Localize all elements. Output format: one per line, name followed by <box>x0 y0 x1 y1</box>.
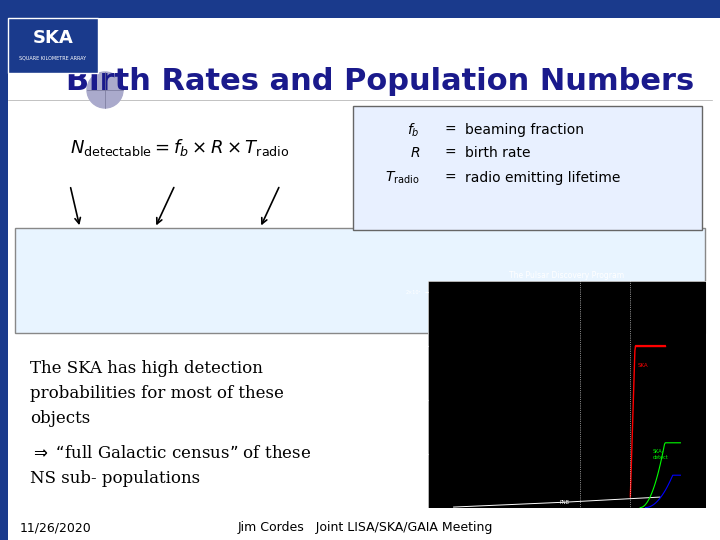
Text: SKA: SKA <box>637 363 648 368</box>
Text: $T_{\mathrm{radio}}$: $T_{\mathrm{radio}}$ <box>385 170 420 186</box>
Text: SQUARE KILOMETRE ARRAY: SQUARE KILOMETRE ARRAY <box>19 56 86 60</box>
Title: The Pulsar Discovery Program: The Pulsar Discovery Program <box>510 271 624 280</box>
Text: radio emitting lifetime: radio emitting lifetime <box>465 171 621 185</box>
Text: birth rate: birth rate <box>465 146 531 160</box>
Text: =: = <box>444 146 456 160</box>
Bar <box>0 18 8 540</box>
Text: 11/26/2020: 11/26/2020 <box>20 522 91 535</box>
Text: PNB: PNB <box>559 501 570 505</box>
Text: beaming fraction: beaming fraction <box>465 123 584 137</box>
Bar <box>8 18 98 73</box>
Text: $\Rightarrow$ “full Galactic census” of these
NS sub- populations: $\Rightarrow$ “full Galactic census” of … <box>30 445 311 487</box>
Text: SKA-
detect: SKA- detect <box>653 449 668 460</box>
Text: =: = <box>444 171 456 185</box>
Text: $R$: $R$ <box>410 146 420 160</box>
Text: $f_b$: $f_b$ <box>408 122 420 139</box>
Text: Jim Cordes   Joint LISA/SKA/GAIA Meeting: Jim Cordes Joint LISA/SKA/GAIA Meeting <box>238 522 492 535</box>
Bar <box>15 228 705 333</box>
Text: The SKA has high detection
probabilities for most of these
objects: The SKA has high detection probabilities… <box>30 360 284 427</box>
Text: =: = <box>444 123 456 137</box>
Text: SKA: SKA <box>32 29 73 47</box>
FancyBboxPatch shape <box>353 106 702 230</box>
Text: Birth Rates and Population Numbers: Birth Rates and Population Numbers <box>66 68 694 97</box>
Y-axis label: Number of Pulsars: Number of Pulsars <box>395 366 400 423</box>
Bar <box>0 0 720 18</box>
X-axis label: Year: Year <box>559 526 575 532</box>
Text: $N_{\mathrm{detectable}} = f_b \times R \times T_{\mathrm{radio}}$: $N_{\mathrm{detectable}} = f_b \times R … <box>70 138 289 159</box>
Circle shape <box>87 72 123 108</box>
